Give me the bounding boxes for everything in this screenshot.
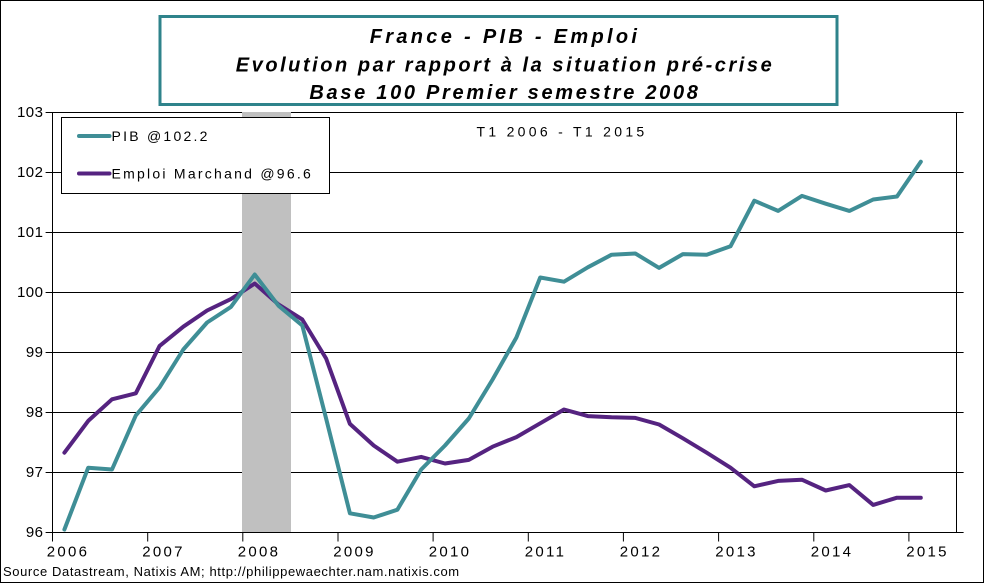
svg-text:102: 102: [17, 164, 44, 181]
svg-text:2013: 2013: [715, 544, 758, 561]
svg-text:2006: 2006: [47, 544, 90, 561]
svg-text:103: 103: [17, 104, 44, 121]
svg-text:96: 96: [26, 524, 44, 541]
svg-text:2007: 2007: [142, 544, 185, 561]
svg-text:PIB @102.2: PIB @102.2: [112, 128, 210, 144]
svg-text:France - PIB - Emploi: France - PIB - Emploi: [370, 26, 640, 48]
svg-text:T1 2006 - T1 2015: T1 2006 - T1 2015: [476, 124, 647, 140]
svg-text:2010: 2010: [429, 544, 472, 561]
svg-text:2014: 2014: [811, 544, 854, 561]
svg-text:101: 101: [17, 224, 44, 241]
svg-text:2009: 2009: [333, 544, 376, 561]
svg-text:Source Datastream, Natixis AM;: Source Datastream, Natixis AM; http://ph…: [3, 564, 460, 579]
svg-text:2011: 2011: [525, 544, 566, 561]
svg-text:98: 98: [26, 404, 44, 421]
svg-text:Base 100 Premier semestre 2008: Base 100 Premier semestre 2008: [309, 82, 700, 104]
svg-text:97: 97: [26, 464, 44, 481]
svg-text:Evolution par rapport à la sit: Evolution par rapport à la situation pré…: [236, 55, 775, 77]
svg-text:2015: 2015: [906, 544, 949, 561]
svg-text:99: 99: [26, 344, 44, 361]
svg-text:Emploi Marchand @96.6: Emploi Marchand @96.6: [112, 166, 314, 182]
svg-text:2008: 2008: [238, 544, 281, 561]
svg-text:2012: 2012: [620, 544, 663, 561]
svg-text:100: 100: [17, 284, 44, 301]
